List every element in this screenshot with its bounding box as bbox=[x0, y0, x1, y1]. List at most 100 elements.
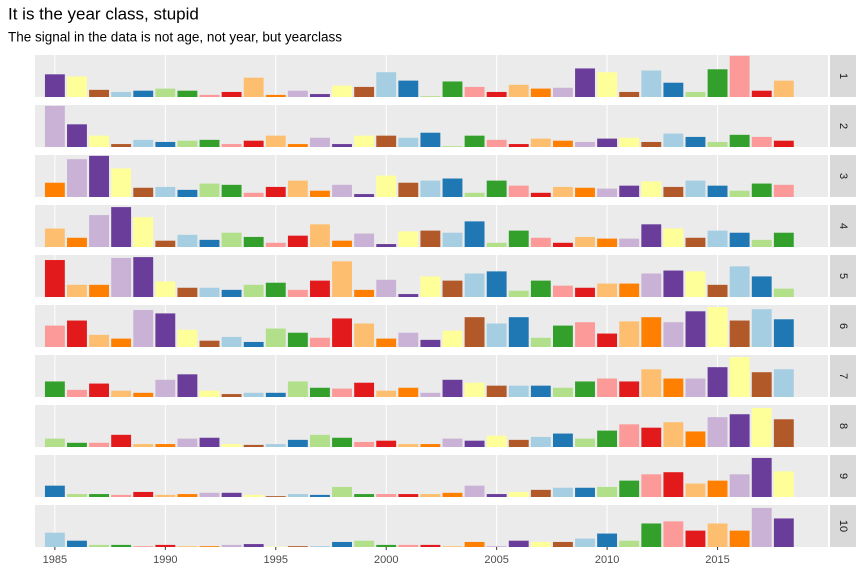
bar bbox=[221, 394, 242, 397]
bar bbox=[111, 544, 132, 547]
bar bbox=[707, 185, 728, 197]
bar bbox=[265, 186, 286, 197]
bar bbox=[773, 369, 794, 397]
bar bbox=[729, 266, 750, 297]
bar bbox=[221, 144, 242, 147]
bar bbox=[376, 390, 397, 397]
bar bbox=[199, 183, 220, 197]
bar bbox=[287, 546, 308, 547]
bar bbox=[773, 518, 794, 547]
bar bbox=[597, 486, 618, 497]
bar bbox=[310, 337, 330, 347]
bar bbox=[44, 182, 65, 197]
bar bbox=[508, 317, 529, 347]
bar bbox=[663, 270, 684, 297]
bar bbox=[420, 392, 441, 397]
bar bbox=[751, 309, 772, 347]
bar bbox=[155, 281, 176, 297]
bar bbox=[332, 85, 352, 97]
bar bbox=[111, 434, 132, 447]
bar bbox=[67, 124, 87, 147]
bar bbox=[111, 91, 132, 97]
bar bbox=[177, 546, 198, 547]
bar bbox=[751, 183, 772, 197]
bar bbox=[398, 294, 419, 297]
bar bbox=[707, 523, 728, 547]
bar bbox=[310, 494, 330, 497]
bar bbox=[332, 261, 352, 297]
bar bbox=[398, 544, 419, 547]
bar bbox=[376, 135, 397, 147]
bar bbox=[133, 310, 154, 347]
bar bbox=[663, 322, 684, 347]
bar bbox=[773, 471, 794, 497]
bar bbox=[530, 88, 551, 97]
bar bbox=[530, 436, 551, 447]
bar bbox=[133, 392, 154, 397]
bar bbox=[442, 178, 463, 197]
bar bbox=[155, 141, 176, 147]
bar bbox=[597, 283, 618, 297]
bar bbox=[420, 230, 441, 247]
bar bbox=[685, 431, 706, 447]
bar bbox=[177, 287, 198, 297]
bar bbox=[89, 215, 109, 247]
bar bbox=[287, 180, 308, 197]
bar bbox=[265, 392, 286, 397]
bar bbox=[243, 192, 264, 197]
bar bbox=[376, 279, 397, 297]
bar bbox=[464, 382, 485, 397]
bar bbox=[530, 138, 551, 147]
bar bbox=[508, 491, 529, 497]
bar bbox=[663, 472, 684, 497]
bar bbox=[486, 546, 507, 547]
bar bbox=[773, 419, 794, 447]
bar bbox=[729, 320, 750, 347]
bar bbox=[508, 230, 529, 247]
bar bbox=[310, 224, 330, 247]
bar bbox=[44, 74, 65, 97]
bar bbox=[332, 388, 352, 397]
bar bbox=[310, 94, 330, 97]
bar bbox=[420, 276, 441, 297]
bar bbox=[641, 273, 662, 297]
bar bbox=[376, 72, 397, 97]
bar bbox=[685, 311, 706, 347]
bar bbox=[641, 474, 662, 497]
bar bbox=[199, 340, 220, 347]
bar bbox=[67, 159, 87, 197]
bar bbox=[729, 55, 750, 97]
bar bbox=[442, 438, 463, 447]
strip-label: 6 bbox=[837, 323, 849, 329]
bar bbox=[575, 141, 595, 147]
bar bbox=[199, 94, 220, 97]
strip-background bbox=[830, 55, 856, 97]
bar bbox=[641, 70, 662, 97]
bar bbox=[729, 474, 750, 497]
bar bbox=[575, 322, 595, 347]
bar bbox=[111, 338, 132, 347]
x-tick-label: 2015 bbox=[705, 554, 729, 566]
bar bbox=[44, 381, 65, 397]
bar bbox=[310, 137, 330, 147]
bar bbox=[354, 135, 375, 147]
bar bbox=[619, 283, 640, 297]
bar bbox=[177, 140, 198, 147]
strip-background bbox=[830, 205, 856, 247]
strip-label: 4 bbox=[837, 223, 849, 229]
bar bbox=[67, 284, 87, 297]
bar bbox=[729, 357, 750, 397]
bar bbox=[442, 546, 463, 547]
bar bbox=[265, 496, 286, 497]
bar bbox=[398, 494, 419, 497]
bar bbox=[729, 530, 750, 547]
bar bbox=[243, 392, 264, 397]
bar bbox=[508, 385, 529, 397]
bar bbox=[44, 260, 65, 297]
strip-background bbox=[830, 505, 856, 547]
bar bbox=[111, 168, 132, 197]
bar bbox=[155, 494, 176, 497]
bar bbox=[177, 90, 198, 97]
bar bbox=[597, 333, 618, 347]
bar bbox=[663, 422, 684, 447]
